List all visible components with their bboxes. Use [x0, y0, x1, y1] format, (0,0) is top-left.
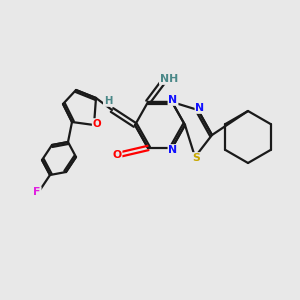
- Text: O: O: [112, 150, 122, 160]
- Text: N: N: [168, 95, 178, 105]
- Text: N: N: [168, 145, 178, 155]
- Text: H: H: [104, 96, 112, 106]
- Text: O: O: [93, 119, 101, 129]
- Text: NH: NH: [160, 74, 178, 84]
- Text: F: F: [33, 187, 41, 197]
- Text: N: N: [195, 103, 205, 113]
- Text: S: S: [192, 153, 200, 163]
